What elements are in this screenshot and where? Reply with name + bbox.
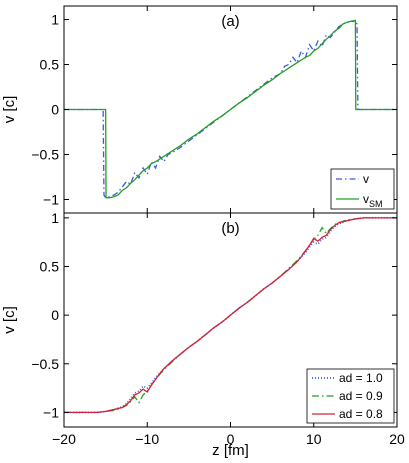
legend: ad = 1.0 ad = 0.9 ad = 0.8	[306, 368, 395, 424]
panel-tag: (a)	[221, 13, 239, 30]
legend-label: vSM	[363, 192, 383, 209]
y-axis-label: v [c]	[1, 96, 18, 124]
y-axis-label: v [c]	[1, 306, 18, 334]
legend-label-main: ad = 1.0	[339, 371, 383, 385]
legend-label-main: v	[363, 192, 369, 206]
x-tick-label: −20	[52, 431, 76, 447]
x-tick-label: −10	[135, 431, 159, 447]
y-tick-label: 0.5	[40, 259, 60, 275]
legend-label-main: ad = 0.9	[339, 389, 383, 403]
panel-b: −20 −10 0 10 20 −1 −0.5 0 0.5 1 v [c] z [fm] (b) ad =…	[1, 210, 405, 459]
y-tick-label: 0.5	[40, 57, 60, 73]
x-axis-label: z [fm]	[212, 442, 249, 459]
x-tick-label: 0	[227, 431, 235, 447]
y-tick-label: 0	[51, 102, 59, 118]
legend-label: ad = 0.8	[339, 407, 383, 421]
panel-tag: (b)	[221, 220, 239, 237]
y-tick-label: −1	[43, 192, 59, 208]
y-tick-label: −1	[43, 404, 59, 420]
legend-label-subscript: SM	[369, 199, 383, 209]
series-line-ad-0-8	[64, 217, 397, 414]
series-line-ad-0-9	[64, 217, 397, 414]
legend-label: ad = 0.9	[339, 389, 383, 403]
y-tick-label: 1	[51, 210, 59, 226]
y-tick-label: −0.5	[31, 356, 59, 372]
series-line-v-sm	[64, 19, 397, 199]
legend-label: ad = 1.0	[339, 371, 383, 385]
x-tick-label: 20	[389, 431, 405, 447]
y-tick-label: 1	[51, 12, 59, 28]
x-tick-label: 10	[306, 431, 322, 447]
legend-label-main: v	[363, 172, 369, 186]
legend-label: v	[363, 172, 369, 186]
legend-box	[330, 168, 395, 210]
legend-label-main: ad = 0.8	[339, 407, 383, 421]
y-tick-label: 0	[51, 307, 59, 323]
y-tick-label: −0.5	[31, 147, 59, 163]
